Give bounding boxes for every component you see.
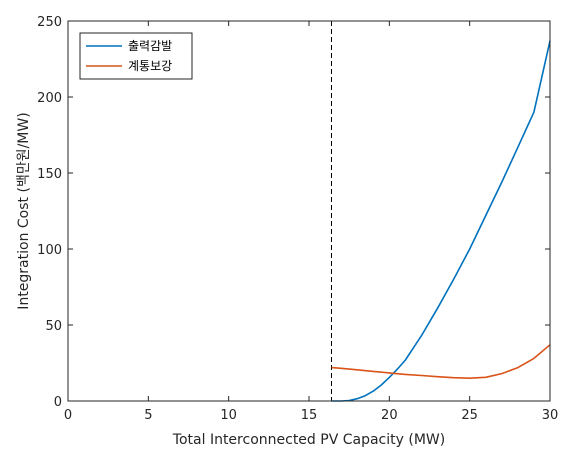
legend-label: 출력감발 xyxy=(128,39,172,53)
tick-layer: 0 5 10 15 20 25 30 0 50 100 150 200 250 xyxy=(37,15,558,423)
x-tick-label: 10 xyxy=(220,408,237,423)
x-tick-label: 5 xyxy=(144,408,152,423)
y-tick-label: 0 xyxy=(54,395,62,410)
y-tick-label: 100 xyxy=(37,243,62,258)
x-tick-label: 30 xyxy=(542,408,559,423)
x-tick-label: 20 xyxy=(381,408,398,423)
x-tick-label: 25 xyxy=(461,408,478,423)
y-axis-label: Integration Cost (백만원/MW) xyxy=(16,112,32,309)
x-tick-label: 0 xyxy=(64,408,72,423)
series-layer xyxy=(331,40,551,402)
y-tick-label: 150 xyxy=(37,167,62,182)
legend-label: 계통보강 xyxy=(128,59,172,73)
y-tick-label: 50 xyxy=(45,319,62,334)
series-line-1 xyxy=(331,40,551,402)
legend-box xyxy=(79,32,193,80)
x-tick-label: 15 xyxy=(301,408,318,423)
y-tick-label: 250 xyxy=(37,15,62,30)
series-line-2 xyxy=(331,344,551,380)
x-axis-label: Total Interconnected PV Capacity (MW) xyxy=(172,432,445,448)
plot-area xyxy=(68,21,550,401)
y-tick-label: 200 xyxy=(37,91,62,106)
